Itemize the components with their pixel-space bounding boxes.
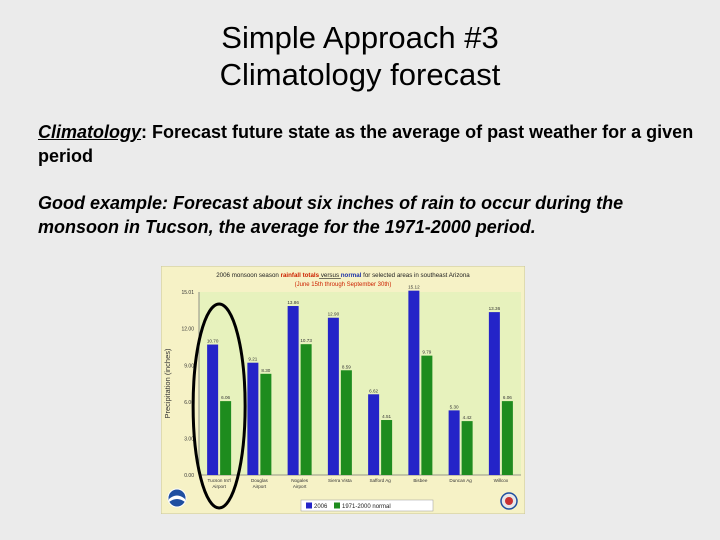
x-tick-label-line2: Airport bbox=[253, 484, 267, 489]
x-tick-label: Bisbee bbox=[413, 478, 427, 483]
bar-data-label: 6.06 bbox=[503, 395, 512, 400]
x-tick-label: Tucson Int'l bbox=[208, 478, 231, 483]
bar bbox=[448, 410, 460, 475]
bar-data-label: 4.42 bbox=[463, 415, 472, 420]
example-paragraph: Good example: Forecast about six inches … bbox=[38, 193, 624, 237]
bar bbox=[461, 421, 473, 475]
y-tick-label: 15.01 bbox=[181, 290, 194, 296]
bar-data-label: 12.90 bbox=[328, 312, 340, 317]
definition-text: : Forecast future state as the average o… bbox=[38, 122, 694, 166]
chart-title-part: for selected areas in southeast Arizona bbox=[361, 272, 470, 279]
x-tick-label: Safford Ag bbox=[369, 478, 391, 483]
bar bbox=[287, 306, 299, 475]
definition-term: Climatology bbox=[38, 122, 142, 142]
slide-title-line-2: Climatology forecast bbox=[219, 57, 501, 92]
bar-data-label: 8.59 bbox=[342, 364, 351, 369]
x-tick-label-line2: Airport bbox=[293, 484, 307, 489]
bar bbox=[260, 373, 272, 475]
nws-logo-center-icon bbox=[505, 497, 513, 505]
chart-title: 2006 monsoon season rainfall totals vers… bbox=[216, 272, 470, 279]
y-tick-label: 6.00 bbox=[184, 400, 194, 406]
x-tick-label: Willcox bbox=[494, 478, 509, 483]
bar bbox=[207, 344, 219, 475]
y-tick-label: 12.00 bbox=[181, 327, 194, 333]
y-tick-label: 3.00 bbox=[184, 436, 194, 442]
rainfall-chart: 2006 monsoon season rainfall totals vers… bbox=[161, 266, 525, 514]
bar bbox=[220, 401, 232, 475]
legend-box bbox=[300, 499, 434, 512]
y-axis-label: Precipitation (inches) bbox=[163, 348, 172, 419]
chart-title-part: versus bbox=[319, 272, 341, 279]
bar-data-label: 8.30 bbox=[261, 368, 270, 373]
legend-label: 2006 bbox=[314, 504, 328, 510]
bar-data-label: 6.06 bbox=[221, 395, 230, 400]
chart-title-part: normal bbox=[341, 272, 362, 279]
bar bbox=[501, 401, 513, 475]
bar-data-label: 13.86 bbox=[287, 300, 299, 305]
noaa-logo-wave-icon bbox=[169, 495, 185, 502]
bar-data-label: 10.73 bbox=[300, 338, 312, 343]
slide-title-line-1: Simple Approach #3 bbox=[221, 20, 499, 55]
bar bbox=[421, 355, 433, 475]
bar-data-label: 15.12 bbox=[408, 285, 420, 290]
y-tick-label: 0.00 bbox=[184, 473, 194, 479]
y-tick-label: 9.00 bbox=[184, 363, 194, 369]
plot-area bbox=[199, 292, 521, 475]
bar bbox=[408, 290, 420, 475]
x-tick-label: Duncan Ag bbox=[449, 478, 472, 483]
bar-data-label: 13.36 bbox=[489, 306, 501, 311]
bar-data-label: 4.51 bbox=[382, 414, 391, 419]
bar bbox=[300, 344, 312, 475]
x-tick-label: Douglas bbox=[251, 478, 269, 483]
x-tick-label: Sierra Vista bbox=[328, 478, 352, 483]
bar bbox=[247, 362, 259, 475]
bar bbox=[340, 370, 352, 475]
chart-subtitle: (June 15th through September 30th) bbox=[295, 282, 392, 288]
bar-data-label: 6.62 bbox=[369, 388, 378, 393]
chart-title-part: 2006 monsoon season bbox=[216, 272, 280, 279]
x-tick-label: Nogales bbox=[291, 478, 309, 483]
bar bbox=[327, 317, 339, 475]
bar-data-label: 9.21 bbox=[248, 357, 257, 362]
legend-label: 1971-2000 normal bbox=[342, 504, 391, 510]
bar bbox=[368, 394, 380, 475]
rainfall-chart-svg: 2006 monsoon season rainfall totals vers… bbox=[161, 266, 525, 514]
x-tick-label-line2: Airport bbox=[212, 484, 226, 489]
highlight-ellipse bbox=[191, 302, 247, 510]
legend-swatch bbox=[334, 502, 340, 509]
definition-paragraph: Climatology: Forecast future state as th… bbox=[38, 120, 698, 168]
chart-title-part: rainfall totals bbox=[281, 272, 320, 279]
legend-swatch bbox=[306, 502, 312, 509]
bar-data-label: 9.79 bbox=[422, 350, 431, 355]
bar bbox=[488, 312, 500, 475]
bar bbox=[381, 420, 393, 475]
bar-data-label: 5.30 bbox=[450, 404, 459, 409]
bar-data-label: 10.70 bbox=[207, 339, 219, 344]
